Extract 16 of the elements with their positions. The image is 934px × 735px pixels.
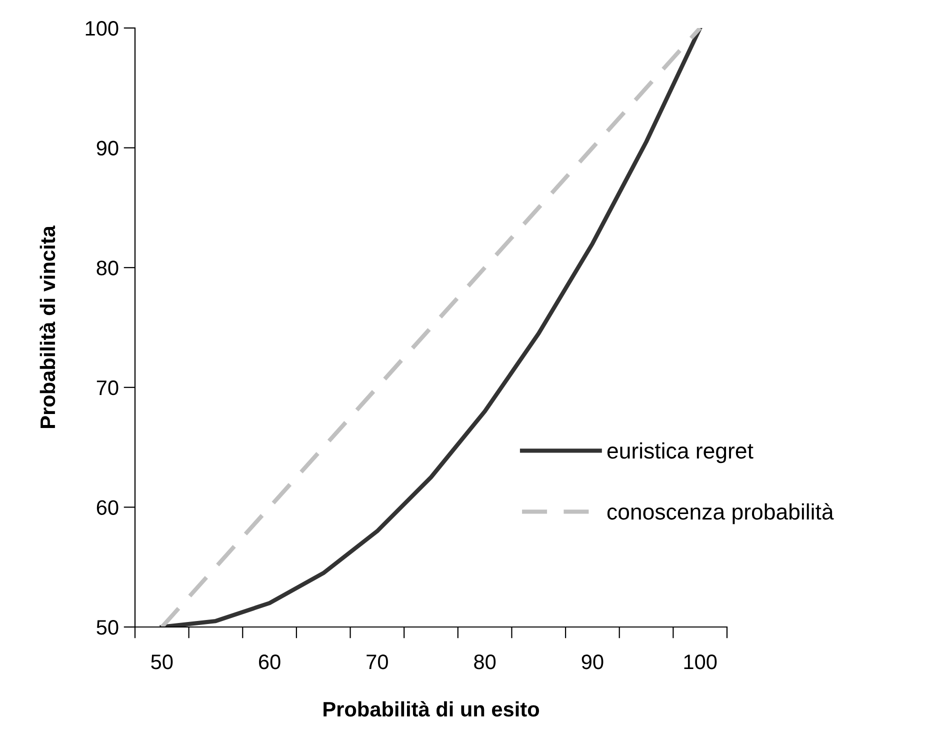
- x-tick-label: 50: [151, 654, 173, 670]
- x-tick-label: 80: [474, 654, 496, 670]
- y-tick-label: 50: [96, 620, 118, 635]
- y-tick-label: 90: [96, 140, 118, 156]
- y-tick-label: 70: [96, 380, 118, 396]
- x-tick-label: 100: [684, 654, 717, 670]
- y-tick-label: 100: [86, 21, 118, 36]
- x-tick-label: 70: [366, 654, 388, 670]
- y-tick-label: 60: [96, 500, 118, 515]
- y-tick-label: 80: [96, 260, 118, 276]
- y-axis-title: Probabilità di vincita: [40, 225, 56, 428]
- legend-label: conoscenza probabilità: [607, 503, 834, 524]
- x-tick-label: 60: [259, 654, 280, 670]
- legend-label: euristica regret: [607, 442, 754, 464]
- x-axis-title: Probabilità di un esito: [324, 701, 539, 717]
- x-tick-label: 90: [582, 654, 604, 670]
